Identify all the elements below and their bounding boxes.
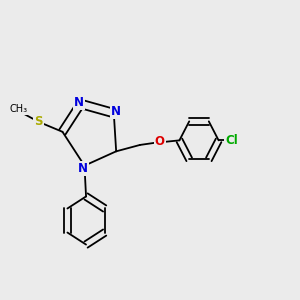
Text: CH₃: CH₃: [10, 104, 28, 114]
Text: N: N: [111, 105, 121, 118]
Text: O: O: [155, 135, 165, 148]
Text: N: N: [78, 162, 88, 175]
Text: S: S: [34, 116, 43, 128]
Text: Cl: Cl: [225, 134, 238, 147]
Text: N: N: [74, 96, 84, 109]
